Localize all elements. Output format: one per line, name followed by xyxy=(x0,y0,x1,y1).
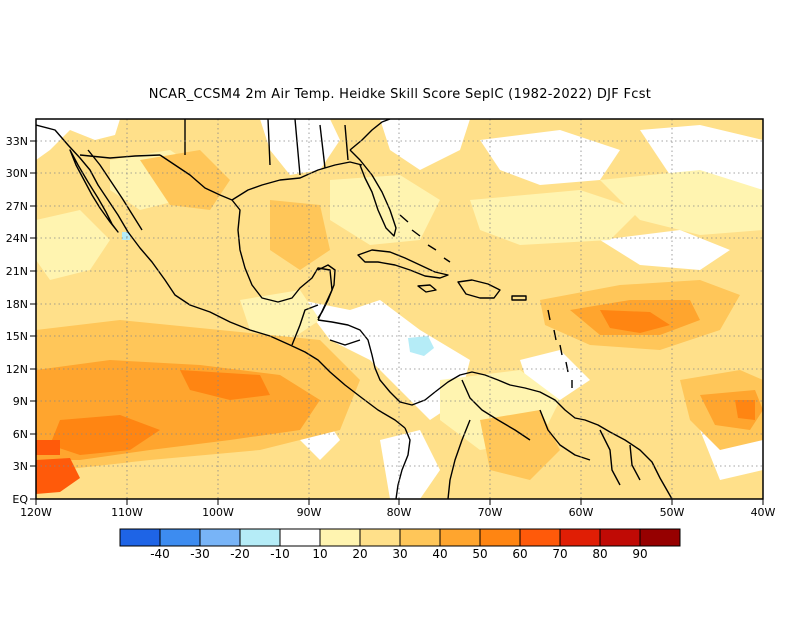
axis-ticks xyxy=(30,140,764,505)
colorbar-swatch xyxy=(479,528,521,547)
colorbar-swatch xyxy=(399,528,441,547)
lat-label: 12N xyxy=(6,363,28,376)
colorbar-label: 10 xyxy=(312,547,327,561)
colorbar-label: 50 xyxy=(472,547,487,561)
colorbar-swatch xyxy=(519,528,561,547)
colorbar-label: -10 xyxy=(270,547,290,561)
colorbar-label: 70 xyxy=(552,547,567,561)
field-score-20 xyxy=(36,150,763,450)
colorbar-swatch xyxy=(599,528,641,547)
colorbar-label: 30 xyxy=(392,547,407,561)
colorbar-swatch xyxy=(119,528,161,547)
colorbar-label: -20 xyxy=(230,547,250,561)
lat-label: 24N xyxy=(6,232,28,245)
lat-label: 21N xyxy=(6,265,28,278)
lat-label: 33N xyxy=(6,135,28,148)
colorbar-label: 20 xyxy=(352,547,367,561)
colorbar-label: 90 xyxy=(632,547,647,561)
colorbar-label: 80 xyxy=(592,547,607,561)
colorbar-label: 60 xyxy=(512,547,527,561)
lat-label: 18N xyxy=(6,298,28,311)
lon-label: 50W xyxy=(660,506,685,519)
colorbar-swatch xyxy=(199,528,241,547)
lat-label: 15N xyxy=(6,330,28,343)
lon-label: 110W xyxy=(111,506,143,519)
lat-label: 30N xyxy=(6,167,28,180)
colorbar-swatch xyxy=(359,528,401,547)
colorbar-label: -40 xyxy=(150,547,170,561)
lat-label: 9N xyxy=(13,395,28,408)
map-title: NCAR_CCSM4 2m Air Temp. Heidke Skill Sco… xyxy=(148,87,652,102)
colorbar-swatch xyxy=(159,528,201,547)
field-score-70 xyxy=(36,440,80,494)
lat-label: 3N xyxy=(13,460,28,473)
colorbar-swatch xyxy=(279,528,321,547)
lon-label: 120W xyxy=(20,506,52,519)
field-negative-small xyxy=(122,232,130,240)
lat-label: 6N xyxy=(13,428,28,441)
coastlines xyxy=(36,119,673,499)
lon-label: 40W xyxy=(751,506,776,519)
lon-label: 80W xyxy=(387,506,412,519)
colorbar-swatch xyxy=(439,528,481,547)
colorbar xyxy=(119,528,681,547)
field-negative xyxy=(408,336,434,356)
lon-label: 70W xyxy=(478,506,503,519)
lon-label: 100W xyxy=(202,506,234,519)
colorbar-swatch xyxy=(319,528,361,547)
colorbar-swatch xyxy=(239,528,281,547)
colorbar-swatch xyxy=(639,528,681,547)
lon-label: 60W xyxy=(569,506,594,519)
colorbar-label: -30 xyxy=(190,547,210,561)
lat-label: EQ xyxy=(12,493,28,506)
colorbar-swatch xyxy=(559,528,601,547)
lon-label: 90W xyxy=(297,506,322,519)
colorbar-label: 40 xyxy=(432,547,447,561)
field-score-60 xyxy=(50,310,755,455)
graticule xyxy=(36,119,763,499)
lat-label: 27N xyxy=(6,200,28,213)
